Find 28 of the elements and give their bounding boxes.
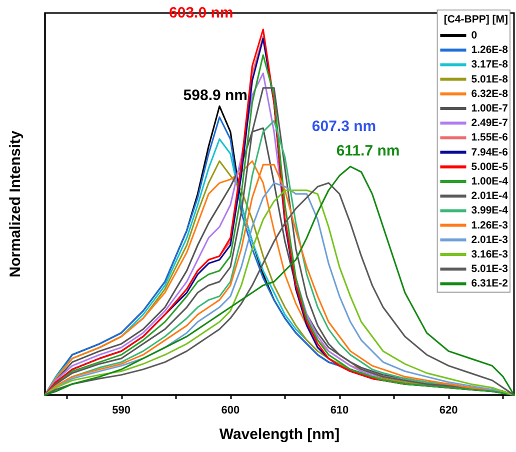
legend-label: 5.00E-5 (471, 160, 508, 173)
x-tick-label: 600 (221, 404, 240, 416)
legend-label: 2.01E-4 (471, 190, 508, 202)
legend-label: 1.00E-7 (471, 102, 508, 114)
legend-label: 0 (471, 30, 478, 42)
legend-label: 5.01E-3 (471, 263, 508, 276)
annotation: 598.9 nm (183, 87, 248, 104)
legend-label: 1.55E-6 (471, 132, 508, 144)
legend-label: 5.01E-8 (471, 73, 508, 86)
legend-label: 2.49E-7 (471, 117, 508, 130)
annotation: 607.3 nm (312, 118, 376, 135)
y-axis-title: Normalized Intensity (7, 130, 24, 278)
legend-label: 3.17E-8 (471, 58, 508, 71)
legend-label: 1.26E-8 (471, 44, 508, 56)
annotation: 611.7 nm (336, 142, 400, 160)
x-tick-label: 590 (112, 404, 131, 416)
legend-label: 6.32E-8 (471, 88, 508, 100)
legend-label: 7.94E-6 (471, 146, 508, 158)
x-tick-label: 610 (330, 404, 349, 416)
legend-label: 3.16E-3 (471, 248, 508, 260)
x-axis-title: Wavelength [nm] (219, 426, 340, 443)
legend-label: 2.01E-3 (471, 234, 508, 246)
x-tick-label: 620 (439, 404, 458, 416)
legend-title: [C4-BPP] [M] (444, 14, 508, 26)
legend-label: 6.31E-2 (471, 278, 508, 290)
legend-label: 1.26E-3 (471, 219, 508, 232)
legend-label: 1.00E-4 (471, 176, 508, 188)
legend-label: 3.99E-4 (471, 204, 508, 217)
